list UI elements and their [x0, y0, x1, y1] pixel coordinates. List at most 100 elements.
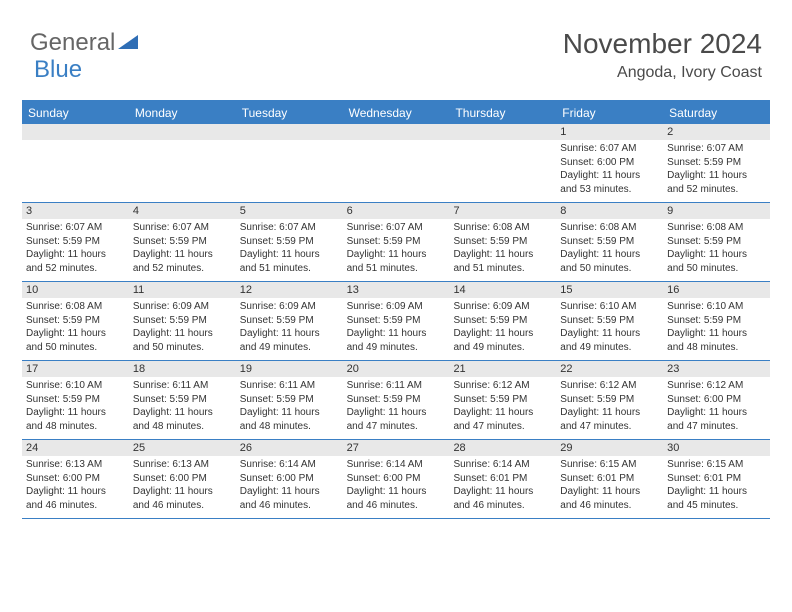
day-cell: 21Sunrise: 6:12 AMSunset: 5:59 PMDayligh…	[449, 361, 556, 439]
day-line: Daylight: 11 hours and 48 minutes.	[133, 406, 232, 433]
day-cell: 19Sunrise: 6:11 AMSunset: 5:59 PMDayligh…	[236, 361, 343, 439]
day-line: Daylight: 11 hours and 50 minutes.	[560, 248, 659, 275]
day-number: 9	[663, 203, 770, 219]
day-line: Sunrise: 6:09 AM	[453, 300, 552, 314]
day-number: 2	[663, 124, 770, 140]
day-cell: 9Sunrise: 6:08 AMSunset: 5:59 PMDaylight…	[663, 203, 770, 281]
day-cell: 17Sunrise: 6:10 AMSunset: 5:59 PMDayligh…	[22, 361, 129, 439]
month-title: November 2024	[563, 28, 762, 60]
day-line: Daylight: 11 hours and 52 minutes.	[133, 248, 232, 275]
day-body: Sunrise: 6:09 AMSunset: 5:59 PMDaylight:…	[343, 298, 450, 358]
day-line: Sunrise: 6:15 AM	[667, 458, 766, 472]
day-body: Sunrise: 6:08 AMSunset: 5:59 PMDaylight:…	[556, 219, 663, 279]
week-row: 24Sunrise: 6:13 AMSunset: 6:00 PMDayligh…	[22, 440, 770, 519]
day-line: Sunrise: 6:13 AM	[133, 458, 232, 472]
day-line: Sunset: 6:00 PM	[667, 393, 766, 407]
calendar: Sunday Monday Tuesday Wednesday Thursday…	[22, 100, 770, 519]
day-line: Sunset: 6:00 PM	[240, 472, 339, 486]
day-body: Sunrise: 6:14 AMSunset: 6:00 PMDaylight:…	[343, 456, 450, 516]
day-body: Sunrise: 6:08 AMSunset: 5:59 PMDaylight:…	[449, 219, 556, 279]
day-line: Daylight: 11 hours and 48 minutes.	[667, 327, 766, 354]
day-line: Sunset: 5:59 PM	[453, 314, 552, 328]
day-number: 1	[556, 124, 663, 140]
day-cell: 28Sunrise: 6:14 AMSunset: 6:01 PMDayligh…	[449, 440, 556, 518]
day-cell: 22Sunrise: 6:12 AMSunset: 5:59 PMDayligh…	[556, 361, 663, 439]
day-cell: 12Sunrise: 6:09 AMSunset: 5:59 PMDayligh…	[236, 282, 343, 360]
logo-text-blue: Blue	[34, 56, 82, 84]
day-line: Sunrise: 6:07 AM	[26, 221, 125, 235]
day-line: Daylight: 11 hours and 49 minutes.	[240, 327, 339, 354]
day-cell	[236, 124, 343, 202]
day-line: Daylight: 11 hours and 46 minutes.	[347, 485, 446, 512]
day-line: Sunset: 5:59 PM	[453, 235, 552, 249]
weekday-thursday: Thursday	[449, 102, 556, 124]
day-body: Sunrise: 6:08 AMSunset: 5:59 PMDaylight:…	[663, 219, 770, 279]
day-cell: 13Sunrise: 6:09 AMSunset: 5:59 PMDayligh…	[343, 282, 450, 360]
day-line: Sunrise: 6:15 AM	[560, 458, 659, 472]
day-line: Daylight: 11 hours and 47 minutes.	[667, 406, 766, 433]
weeks-container: 1Sunrise: 6:07 AMSunset: 6:00 PMDaylight…	[22, 124, 770, 519]
triangle-icon	[118, 30, 140, 58]
day-line: Daylight: 11 hours and 49 minutes.	[560, 327, 659, 354]
day-body: Sunrise: 6:09 AMSunset: 5:59 PMDaylight:…	[129, 298, 236, 358]
weekday-monday: Monday	[129, 102, 236, 124]
day-line: Sunrise: 6:09 AM	[133, 300, 232, 314]
day-line: Sunset: 6:01 PM	[667, 472, 766, 486]
day-body	[22, 140, 129, 146]
day-body: Sunrise: 6:11 AMSunset: 5:59 PMDaylight:…	[236, 377, 343, 437]
day-line: Daylight: 11 hours and 48 minutes.	[240, 406, 339, 433]
day-cell: 10Sunrise: 6:08 AMSunset: 5:59 PMDayligh…	[22, 282, 129, 360]
day-body: Sunrise: 6:14 AMSunset: 6:01 PMDaylight:…	[449, 456, 556, 516]
day-line: Daylight: 11 hours and 53 minutes.	[560, 169, 659, 196]
day-line: Daylight: 11 hours and 51 minutes.	[453, 248, 552, 275]
day-number: 26	[236, 440, 343, 456]
logo-text-general: General	[30, 29, 115, 57]
day-cell: 14Sunrise: 6:09 AMSunset: 5:59 PMDayligh…	[449, 282, 556, 360]
day-line: Daylight: 11 hours and 46 minutes.	[453, 485, 552, 512]
day-number	[129, 124, 236, 140]
day-number: 15	[556, 282, 663, 298]
weekday-saturday: Saturday	[663, 102, 770, 124]
day-cell	[343, 124, 450, 202]
day-line: Sunset: 5:59 PM	[347, 314, 446, 328]
day-number: 7	[449, 203, 556, 219]
day-number: 14	[449, 282, 556, 298]
day-body: Sunrise: 6:09 AMSunset: 5:59 PMDaylight:…	[236, 298, 343, 358]
day-body: Sunrise: 6:07 AMSunset: 5:59 PMDaylight:…	[343, 219, 450, 279]
day-number: 19	[236, 361, 343, 377]
day-line: Daylight: 11 hours and 50 minutes.	[667, 248, 766, 275]
day-cell: 30 Sunrise: 6:15 AMSunset: 6:01 PMDayligh…	[663, 440, 770, 518]
day-line: Sunrise: 6:09 AM	[240, 300, 339, 314]
day-number: 3	[22, 203, 129, 219]
day-body: Sunrise: 6:12 AMSunset: 6:00 PMDaylight:…	[663, 377, 770, 437]
day-cell: 29Sunrise: 6:15 AMSunset: 6:01 PMDayligh…	[556, 440, 663, 518]
day-body	[129, 140, 236, 146]
day-line: Daylight: 11 hours and 46 minutes.	[26, 485, 125, 512]
day-number: 17	[22, 361, 129, 377]
day-cell: 24Sunrise: 6:13 AMSunset: 6:00 PMDayligh…	[22, 440, 129, 518]
day-line: Sunset: 6:00 PM	[347, 472, 446, 486]
day-number: 30	[663, 440, 770, 456]
day-line: Sunset: 5:59 PM	[133, 235, 232, 249]
day-line: Sunset: 6:00 PM	[560, 156, 659, 170]
day-line: Sunrise: 6:14 AM	[453, 458, 552, 472]
day-line: Sunrise: 6:12 AM	[453, 379, 552, 393]
day-number: 24	[22, 440, 129, 456]
weekday-wednesday: Wednesday	[343, 102, 450, 124]
day-line: Sunrise: 6:07 AM	[667, 142, 766, 156]
day-line: Daylight: 11 hours and 47 minutes.	[560, 406, 659, 433]
day-number: 5	[236, 203, 343, 219]
day-line: Sunset: 5:59 PM	[26, 314, 125, 328]
day-line: Daylight: 11 hours and 51 minutes.	[347, 248, 446, 275]
day-line: Sunrise: 6:10 AM	[667, 300, 766, 314]
day-line: Daylight: 11 hours and 45 minutes.	[667, 485, 766, 512]
day-number: 18	[129, 361, 236, 377]
day-cell: 11Sunrise: 6:09 AMSunset: 5:59 PMDayligh…	[129, 282, 236, 360]
weekday-friday: Friday	[556, 102, 663, 124]
day-line: Sunrise: 6:12 AM	[667, 379, 766, 393]
day-line: Sunset: 5:59 PM	[240, 393, 339, 407]
header: General November 2024 Angoda, Ivory Coas…	[0, 0, 792, 92]
day-body: Sunrise: 6:13 AMSunset: 6:00 PMDaylight:…	[129, 456, 236, 516]
day-line: Sunset: 6:00 PM	[26, 472, 125, 486]
day-line: Sunset: 5:59 PM	[26, 393, 125, 407]
